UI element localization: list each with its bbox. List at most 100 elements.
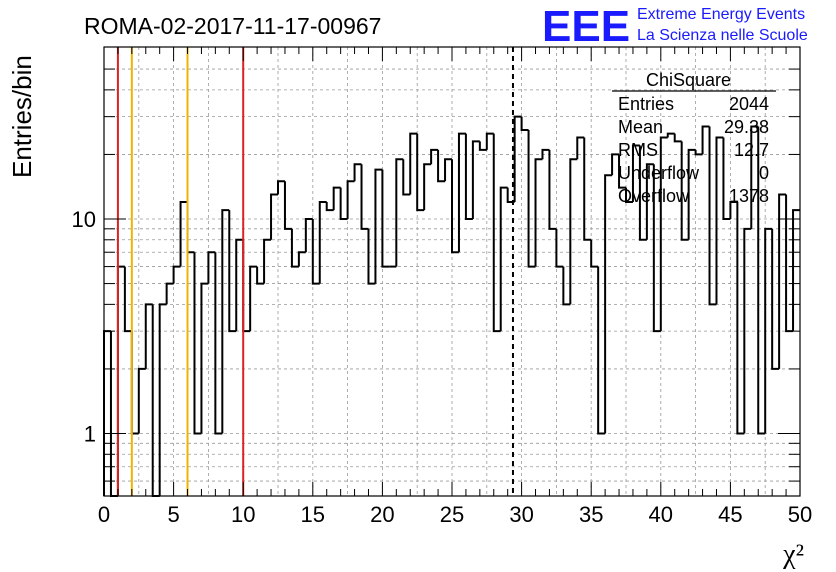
histogram-bin [304, 218, 313, 253]
x-tick-label: 50 [788, 502, 812, 527]
histogram-bin [318, 201, 327, 284]
stats-rms-value: 12.7 [734, 140, 769, 160]
histogram-bin [743, 227, 752, 434]
stats-rms-label: RMS [618, 140, 658, 160]
histogram-bin [144, 303, 153, 369]
histogram-bin [381, 169, 390, 268]
histogram-bin [332, 186, 341, 211]
histogram-bin [353, 163, 362, 182]
histogram-bin [478, 141, 487, 151]
histogram-bin [346, 180, 355, 219]
histogram-bin [263, 238, 272, 284]
histogram-bin [214, 252, 223, 435]
histogram-bin [137, 367, 146, 434]
x-tick-label: 15 [301, 502, 325, 527]
histogram-bin [618, 154, 626, 189]
histogram-bin [631, 144, 640, 203]
histogram-bin [604, 174, 613, 434]
histogram-bin [722, 137, 731, 220]
y-tick-label: 1 [84, 422, 96, 447]
stats-box: ChiSquare Entries 2044 Mean 29.38 RMS 12… [612, 70, 776, 206]
histogram-bin [423, 163, 432, 211]
stats-mean-label: Mean [618, 117, 663, 137]
histogram-bin [200, 282, 209, 434]
histogram-bin [123, 266, 132, 333]
histogram-bin [611, 153, 620, 176]
histogram-bin [555, 228, 564, 268]
logo-subtitle-1: Extreme Energy Events [637, 6, 805, 23]
stats-underflow-value: 0 [759, 163, 769, 183]
histogram-bin [367, 228, 376, 285]
histogram-bin [221, 209, 230, 434]
histogram-bin [270, 193, 278, 240]
histogram-bin [597, 266, 606, 435]
stats-mean-value: 29.38 [724, 117, 769, 137]
histogram-bin [228, 210, 237, 333]
histogram-bin [416, 133, 425, 212]
histogram-bin [736, 202, 745, 435]
histogram-bin [374, 168, 383, 284]
histogram-bin [277, 180, 285, 195]
histogram-bin [757, 126, 766, 435]
histogram-bin [659, 136, 668, 332]
histogram-bin [666, 132, 675, 138]
stats-title: ChiSquare [646, 70, 731, 90]
stats-underflow-label: Underflow [618, 163, 700, 183]
x-tick-label: 45 [718, 502, 742, 527]
x-tick-label: 30 [509, 502, 533, 527]
histogram-bin [562, 266, 571, 306]
histogram-bin [325, 202, 334, 212]
x-tick-label: 35 [579, 502, 603, 527]
histogram-bin [444, 158, 452, 182]
histogram-bin [409, 132, 418, 195]
histogram-bin [778, 193, 787, 369]
histogram-bin [687, 148, 696, 240]
histogram-bin [548, 149, 557, 230]
histogram-bin [576, 136, 585, 160]
reference-lines [116, 47, 514, 496]
logo-text: EEE [542, 2, 630, 51]
eee-logo: EEE Extreme Energy Events La Scienza nel… [542, 2, 808, 51]
histogram-bin [283, 181, 292, 230]
histogram-bin [256, 266, 265, 285]
histogram-bin [694, 149, 703, 156]
histogram-bin [638, 145, 647, 241]
histogram-bin [339, 187, 348, 220]
x-tick-label: 10 [231, 502, 255, 527]
stats-entries-label: Entries [618, 94, 674, 114]
histogram-bin [249, 265, 258, 332]
histogram-bin [179, 201, 188, 267]
histogram-bin [311, 219, 320, 285]
histogram-bin [715, 136, 724, 305]
x-tick-label: 25 [440, 502, 464, 527]
x-tick-label: 0 [98, 502, 110, 527]
histogram-bin [680, 141, 689, 241]
histogram-bin [402, 159, 411, 196]
histogram-bin [652, 164, 661, 333]
x-tick-label: 5 [167, 502, 179, 527]
histogram-bars [103, 115, 800, 497]
histogram-bin [485, 132, 494, 150]
y-tick-label: 10 [72, 207, 96, 232]
histogram-bin [625, 187, 633, 204]
histogram-bin [207, 251, 216, 284]
histogram-bin [541, 148, 550, 160]
histogram-bin [590, 239, 599, 268]
histogram-bin [437, 149, 446, 183]
histogram-bin [527, 129, 536, 268]
histogram-bin [701, 125, 710, 155]
histogram-bin [451, 159, 459, 254]
histogram-bin [764, 227, 773, 434]
histogram-bin [569, 158, 578, 305]
histogram-bin [165, 282, 174, 305]
histogram-bin [708, 126, 717, 306]
histogram-bin [297, 251, 306, 267]
chart-title: ROMA-02-2017-11-17-00967 [84, 13, 381, 39]
histogram-bin [457, 132, 466, 253]
x-tick-label: 20 [370, 502, 394, 527]
histogram-bin [360, 164, 369, 230]
histogram-bin [792, 209, 800, 332]
logo-subtitle-2: La Scienza nelle Scuole [637, 27, 808, 44]
histogram-bin [499, 186, 508, 332]
